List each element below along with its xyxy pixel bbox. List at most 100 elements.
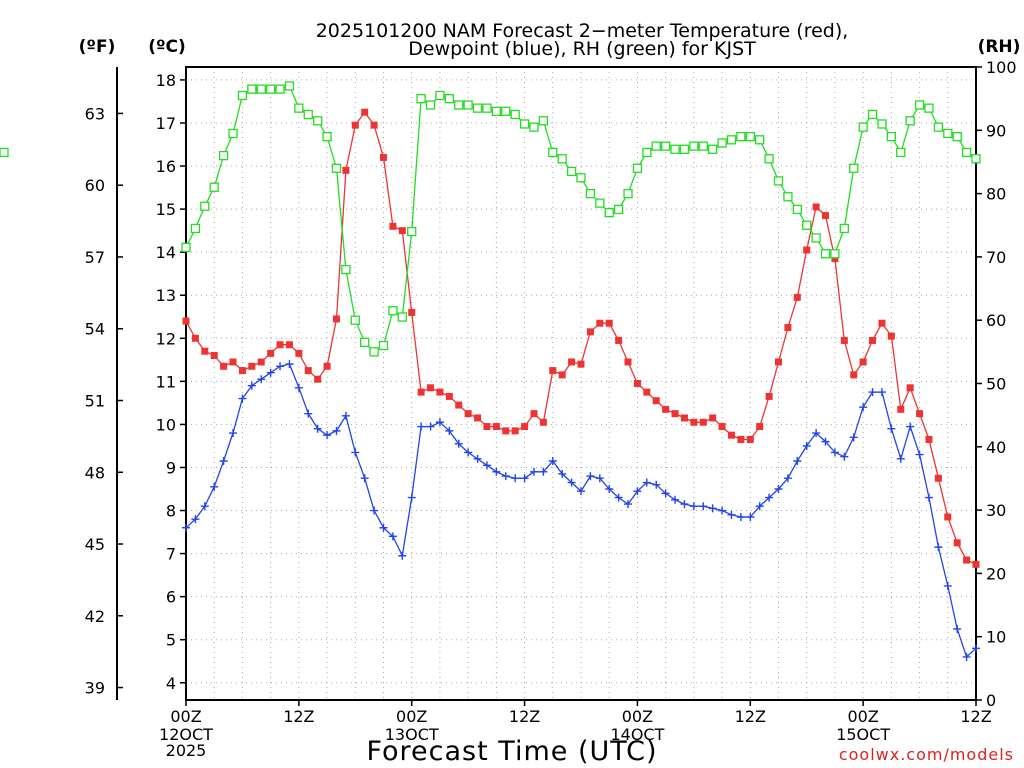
- rh-point: [820, 249, 831, 259]
- temperature-point: [859, 358, 867, 366]
- temperature-point: [953, 539, 961, 547]
- dewpoint-point: [304, 409, 313, 418]
- temperature-point: [295, 349, 303, 357]
- dewpoint-point: [887, 424, 896, 433]
- temperature-point: [615, 336, 623, 344]
- rh-point: [350, 315, 360, 325]
- fahrenheit-tick-label: 39: [85, 679, 105, 698]
- celsius-tick-label: 5: [166, 631, 176, 650]
- rh-point: [265, 84, 276, 94]
- rh-point: [0, 147, 9, 158]
- celsius-tick-label: 9: [166, 458, 176, 477]
- rh-point: [284, 81, 295, 91]
- rh-point: [360, 337, 370, 348]
- rh-point: [858, 122, 868, 132]
- dewpoint-point: [642, 478, 651, 487]
- rh-point: [613, 204, 624, 215]
- dewpoint-point: [896, 454, 905, 463]
- temperature-point: [511, 427, 519, 435]
- dewpoint-point: [388, 532, 397, 541]
- temperature-point: [464, 410, 472, 418]
- dewpoint-point: [699, 502, 708, 511]
- dewpoint-point: [624, 500, 633, 509]
- x-axis-label: Forecast Time (UTC): [366, 736, 657, 767]
- rh-point: [416, 94, 426, 104]
- dewpoint-point: [558, 469, 567, 478]
- rh-point: [548, 147, 558, 158]
- rh-tick-label: 60: [986, 311, 1006, 330]
- temperature-point: [840, 336, 848, 344]
- rh-point: [698, 141, 708, 151]
- rh-point: [764, 154, 774, 164]
- rh-point: [839, 223, 849, 234]
- dewpoint-point: [266, 368, 275, 377]
- temperature-point: [568, 358, 576, 366]
- rh-point: [651, 141, 661, 151]
- dewpoint-point: [473, 454, 482, 463]
- series-dewpoint: [182, 360, 980, 661]
- dewpoint-point: [877, 388, 886, 397]
- rh-point: [303, 109, 313, 120]
- temperature-point: [869, 336, 877, 344]
- temperature-point: [699, 418, 707, 426]
- rh-point: [209, 182, 219, 192]
- temperature-point: [906, 384, 914, 392]
- rh-point: [200, 201, 210, 211]
- rh-point: [491, 106, 502, 116]
- dewpoint-point: [859, 403, 868, 412]
- rh-point: [632, 163, 643, 173]
- dewpoint-point: [454, 439, 463, 448]
- dewpoint-point: [727, 510, 736, 519]
- dewpoint-point: [718, 506, 727, 515]
- rh-unit-label: (RH): [978, 37, 1021, 57]
- rh-tick-label: 100: [986, 58, 1017, 77]
- x-tick-date-label: 15OCT: [836, 725, 890, 744]
- rh-point: [566, 166, 577, 177]
- dewpoint-point: [661, 489, 670, 498]
- temperature-point: [916, 410, 924, 418]
- celsius-tick-label: 10: [156, 415, 176, 434]
- temperature-point: [342, 166, 350, 174]
- temperature-point: [944, 513, 952, 521]
- temperature-point: [267, 349, 275, 357]
- rh-point: [726, 135, 737, 145]
- dewpoint-point: [567, 478, 576, 487]
- x-tick-label: 00Z: [847, 707, 878, 726]
- rh-point: [924, 103, 934, 113]
- dewpoint-point: [313, 424, 322, 433]
- temperature-point: [351, 121, 359, 129]
- temperature-point: [210, 352, 218, 360]
- dewpoint-point: [586, 472, 595, 481]
- chart-title-line-2: Dewpoint (blue), RH (green) for KJST: [408, 38, 756, 60]
- chart-title-line-1: 2025101200 NAM Forecast 2−meter Temperat…: [316, 20, 849, 42]
- dewpoint-point: [595, 474, 604, 483]
- temperature-point: [680, 414, 688, 422]
- celsius-tick-label: 17: [156, 114, 176, 133]
- rh-tick-label: 10: [986, 628, 1006, 647]
- temperature-point: [408, 308, 416, 316]
- rh-point: [623, 188, 633, 199]
- dewpoint-point: [501, 472, 510, 481]
- dewpoint-point: [351, 448, 360, 457]
- dewpoint-point: [182, 523, 190, 532]
- celsius-tick-label: 13: [156, 286, 176, 305]
- rh-point: [943, 128, 953, 139]
- dewpoint-point: [821, 437, 830, 446]
- temperature-point: [314, 375, 322, 383]
- temperature-point: [586, 328, 594, 336]
- temperature-point: [737, 435, 745, 443]
- fahrenheit-tick-label: 57: [85, 248, 105, 267]
- rh-point: [802, 220, 812, 230]
- dewpoint-point: [482, 461, 491, 470]
- temperature-point: [643, 388, 651, 396]
- tick-labels: 4567891011121314151617183942454851545760…: [85, 58, 1017, 760]
- temperature-point: [398, 227, 406, 235]
- dewpoint-point: [332, 426, 341, 435]
- chart-axes: [116, 66, 982, 706]
- fahrenheit-unit-label: (ºF): [79, 37, 116, 57]
- dewpoint-point: [511, 474, 520, 483]
- rh-point: [736, 131, 746, 142]
- dewpoint-point: [868, 388, 877, 397]
- rh-point: [811, 233, 821, 243]
- temperature-point: [445, 392, 453, 400]
